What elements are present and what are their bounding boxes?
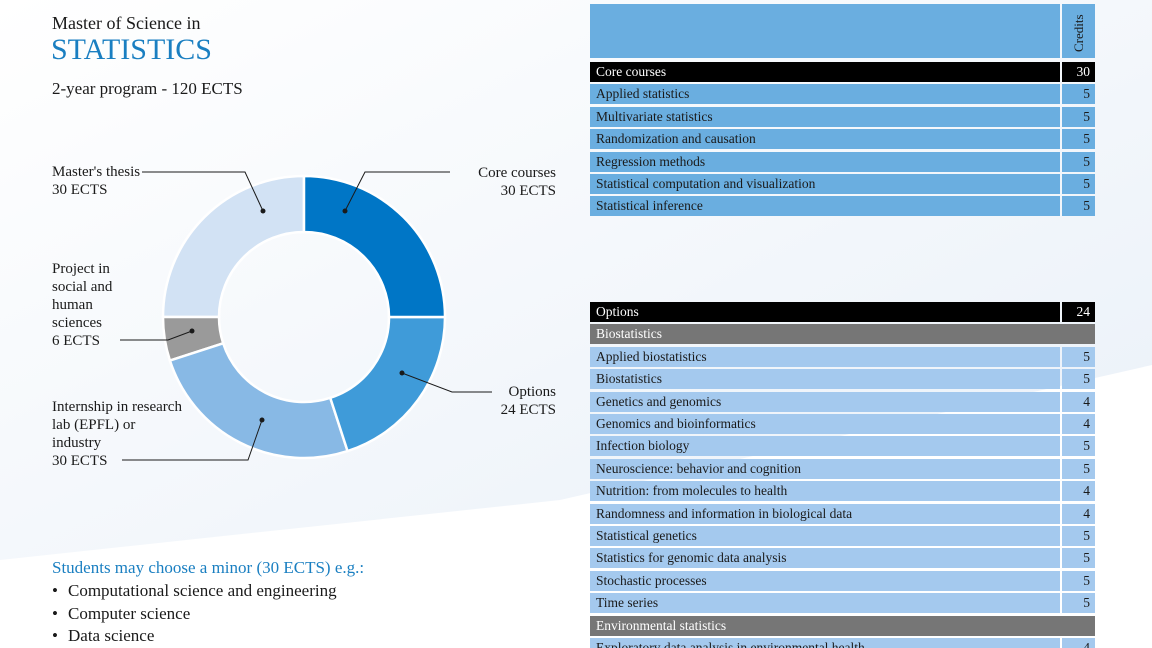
segment-value: 30 ECTS	[52, 453, 108, 469]
segment-value: 30 ECTS	[52, 182, 108, 198]
course-row-credits: 5	[1062, 151, 1095, 172]
group-row: Biostatistics	[590, 324, 1095, 345]
course-row: Applied statistics	[590, 84, 1060, 105]
minor-list: • Computational science and engineering • C…	[52, 580, 337, 648]
course-row: Regression methods	[590, 151, 1060, 172]
leader-lines	[120, 171, 492, 461]
segment-value: 30 ECTS	[500, 183, 556, 199]
table-header	[590, 4, 1060, 58]
course-row: Time series	[590, 593, 1060, 614]
course-row: Statistical genetics	[590, 526, 1060, 546]
minor-name: Computational science and engineering	[68, 581, 337, 600]
segment-label: Core courses 30 ECTS	[406, 164, 556, 200]
course-row: Multivariate statistics	[590, 106, 1060, 127]
course-row-credits: 5	[1062, 526, 1095, 546]
title: STATISTICS	[51, 33, 212, 66]
course-row-credits: 5	[1062, 369, 1095, 390]
section-row: Core courses	[590, 62, 1060, 82]
segment-value: 24 ECTS	[500, 402, 556, 418]
course-row-credits: 5	[1062, 84, 1095, 105]
segment-label: Options 24 ECTS	[456, 383, 556, 419]
minor-item: • Computational science and engineering	[52, 581, 337, 600]
segment-name: Core courses	[478, 165, 556, 181]
course-row-credits: 4	[1062, 481, 1095, 502]
segment-name: Master's thesis	[52, 164, 141, 180]
course-row-credits: 4	[1062, 391, 1095, 412]
course-row-credits: 5	[1062, 196, 1095, 217]
segment-value: 6 ECTS	[52, 333, 100, 349]
course-row-credits: 5	[1062, 436, 1095, 457]
course-row-credits: 5	[1062, 458, 1095, 479]
donut-segment	[168, 341, 350, 460]
section-row-credits: 30	[1062, 62, 1095, 82]
minor-heading: Students may choose a minor (30 ECTS) e.…	[52, 558, 365, 577]
course-row-credits: 5	[1062, 129, 1095, 150]
course-row: Statistical inference	[590, 196, 1060, 217]
segment-label: Project in social and human sciences 6 EC…	[52, 260, 132, 350]
course-row: Genetics and genomics	[590, 391, 1060, 412]
section-row: Options	[590, 302, 1060, 322]
course-row-credits: 5	[1062, 346, 1095, 367]
minor-item: • Data science	[52, 626, 155, 645]
course-row-credits: 5	[1062, 106, 1095, 127]
course-row: Infection biology	[590, 436, 1060, 457]
minor-name: Computer science	[68, 603, 191, 623]
course-row-credits: 5	[1062, 570, 1095, 591]
course-row-credits: 4	[1062, 503, 1095, 524]
course-row-credits: 4	[1062, 638, 1095, 648]
segment-name: Options	[508, 384, 556, 400]
leader-dots	[189, 208, 405, 423]
course-row: Randomization and causation	[590, 129, 1060, 150]
minor-name: Data science	[68, 626, 155, 645]
segment-name: Internship in research lab (EPFL) or ind…	[52, 399, 182, 451]
donut-segment	[161, 174, 306, 319]
segment-label: Master's thesis 30 ECTS	[52, 163, 182, 199]
course-row: Statistical computation and visualizatio…	[590, 174, 1060, 194]
program-info: 2-year program - 120 ECTS	[52, 79, 243, 98]
segment-label: Internship in research lab (EPFL) or ind…	[52, 398, 187, 470]
minor-item: • Computer science	[52, 603, 191, 623]
group-row: Environmental statistics	[590, 615, 1095, 636]
course-row: Nutrition: from molecules to health	[590, 481, 1060, 502]
section-row-credits: 24	[1062, 302, 1095, 322]
course-row-credits: 4	[1062, 414, 1095, 434]
donut-segment	[302, 174, 447, 319]
course-row: Biostatistics	[590, 369, 1060, 390]
donut-chart	[120, 171, 492, 461]
course-row: Stochastic processes	[590, 570, 1060, 591]
course-row: Applied biostatistics	[590, 346, 1060, 367]
donut-segment	[328, 315, 447, 453]
segment-name: Project in social and human sciences	[52, 261, 113, 331]
course-row-credits: 5	[1062, 548, 1095, 569]
course-row-credits: 5	[1062, 593, 1095, 614]
course-row: Genomics and bioinformatics	[590, 414, 1060, 434]
course-row: Neuroscience: behavior and cognition	[590, 458, 1060, 479]
course-row: Randomness and information in biological…	[590, 503, 1060, 524]
course-row-credits: 5	[1062, 174, 1095, 194]
course-row: Exploratory data analysis in environment…	[590, 638, 1060, 648]
credits-header: Credits	[1071, 14, 1086, 52]
donut-segment	[161, 315, 225, 363]
credits-header-cell	[1062, 4, 1095, 58]
course-row: Statistics for genomic data analysis	[590, 548, 1060, 569]
subtitle: Master of Science in	[52, 13, 201, 33]
